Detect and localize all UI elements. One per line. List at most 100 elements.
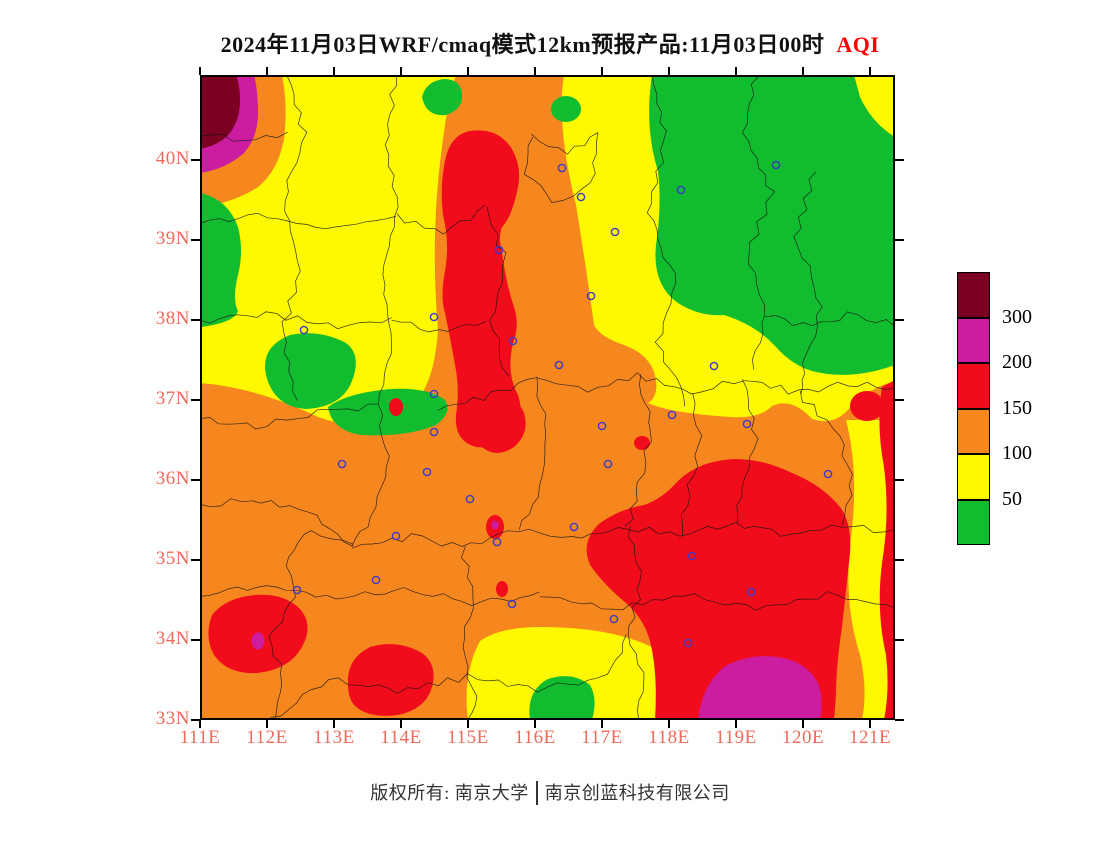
lat-label-39N: 39N xyxy=(155,228,190,249)
lon-label-111E: 111E xyxy=(179,727,221,748)
tick-top xyxy=(735,67,737,75)
boundary-line xyxy=(460,546,478,720)
region-green-top-dot xyxy=(551,96,581,122)
region-red-east-blob xyxy=(850,391,884,421)
tick-bottom xyxy=(266,720,268,728)
boundary-line xyxy=(352,522,895,549)
region-red-dot-1 xyxy=(389,398,403,416)
city-marker xyxy=(292,585,302,595)
lat-label-37N: 37N xyxy=(155,388,190,409)
aqi-map xyxy=(200,75,895,720)
page-title: 2024年11月03日WRF/cmaq模式12km预报产品:11月03日00时 A… xyxy=(0,27,1100,59)
city-marker xyxy=(597,421,607,431)
city-marker xyxy=(609,614,619,624)
boundary-line xyxy=(351,75,399,548)
tick-bottom xyxy=(869,720,871,728)
footer: 版权所有: 南京大学 南京创蓝科技有限公司 xyxy=(0,779,1100,808)
city-marker xyxy=(603,459,613,469)
boundary-line xyxy=(200,585,540,606)
region-red-dot-4 xyxy=(634,436,650,450)
region-red-east-strip xyxy=(879,380,895,720)
city-marker xyxy=(465,494,475,504)
lat-label-34N: 34N xyxy=(155,628,190,649)
tick-left xyxy=(191,319,200,321)
city-marker xyxy=(422,467,432,477)
province-boundaries xyxy=(200,75,895,720)
region-red-bottom-left xyxy=(347,644,434,716)
lon-label-118E: 118E xyxy=(648,727,690,748)
region-green-northeast xyxy=(649,75,895,375)
lat-label-38N: 38N xyxy=(155,308,190,329)
legend: 300 200 150 100 50 xyxy=(957,272,1077,552)
city-marker xyxy=(823,469,833,479)
footer-divider xyxy=(535,781,538,806)
lat-label-36N: 36N xyxy=(155,468,190,489)
boundary-line xyxy=(268,530,354,720)
tick-top xyxy=(869,67,871,75)
city-marker xyxy=(687,551,697,561)
boundary-line xyxy=(281,75,308,401)
region-red-central-band xyxy=(441,130,521,448)
tick-bottom xyxy=(400,720,402,728)
city-marker xyxy=(709,361,719,371)
boundary-line xyxy=(627,526,645,720)
boundary-line xyxy=(200,311,392,330)
legend-label-200: 200 xyxy=(1002,351,1032,373)
tick-right xyxy=(895,239,904,241)
city-marker xyxy=(610,227,620,237)
tick-bottom xyxy=(601,720,603,728)
lat-label-35N: 35N xyxy=(155,548,190,569)
tick-right xyxy=(895,479,904,481)
region-green-left-upper xyxy=(200,193,241,327)
tick-bottom xyxy=(802,720,804,728)
region-maroon-corner xyxy=(200,75,240,149)
boundary-line xyxy=(539,591,895,611)
legend-label-150: 150 xyxy=(1002,396,1032,419)
boundary-line xyxy=(793,171,823,394)
tick-left xyxy=(191,719,200,721)
tick-bottom xyxy=(534,720,536,728)
region-red-band-south xyxy=(474,396,526,453)
city-marker xyxy=(429,427,439,437)
region-green-top-small xyxy=(422,79,463,116)
tick-bottom xyxy=(467,720,469,728)
boundary-line xyxy=(680,392,703,536)
boundary-line xyxy=(200,131,288,142)
tick-top xyxy=(802,67,804,75)
tick-bottom xyxy=(199,720,201,728)
legend-swatch-green xyxy=(957,499,990,545)
tick-left xyxy=(191,479,200,481)
region-red-dot-3 xyxy=(496,581,508,597)
tick-right xyxy=(895,639,904,641)
tick-right xyxy=(895,559,904,561)
tick-top xyxy=(266,67,268,75)
region-yellow-right-band xyxy=(846,420,895,720)
boundary-line xyxy=(200,403,378,430)
tick-left xyxy=(191,399,200,401)
footer-right: 南京创蓝科技有限公司 xyxy=(544,783,730,803)
city-marker xyxy=(492,537,502,547)
lon-label-112E: 112E xyxy=(246,727,288,748)
city-marker xyxy=(742,419,752,429)
tick-left xyxy=(191,239,200,241)
tick-bottom xyxy=(668,720,670,728)
region-yellow-bottom xyxy=(466,627,668,720)
city-marker xyxy=(676,185,686,195)
tick-right xyxy=(895,719,904,721)
title-text: 2024年11月03日WRF/cmaq模式12km预报产品:11月03日00时 xyxy=(220,32,825,57)
tick-top xyxy=(668,67,670,75)
city-marker xyxy=(683,638,693,648)
legend-swatch-yellow xyxy=(957,454,990,500)
lon-label-113E: 113E xyxy=(313,727,355,748)
city-marker xyxy=(586,291,596,301)
lon-label-117E: 117E xyxy=(581,727,623,748)
boundary-line xyxy=(624,374,652,527)
tick-left xyxy=(191,639,200,641)
city-marker xyxy=(371,575,381,585)
city-marker xyxy=(299,325,309,335)
tick-bottom xyxy=(333,720,335,728)
boundary-line xyxy=(765,311,895,327)
city-markers xyxy=(292,160,833,648)
region-green-left-mid xyxy=(265,333,356,409)
